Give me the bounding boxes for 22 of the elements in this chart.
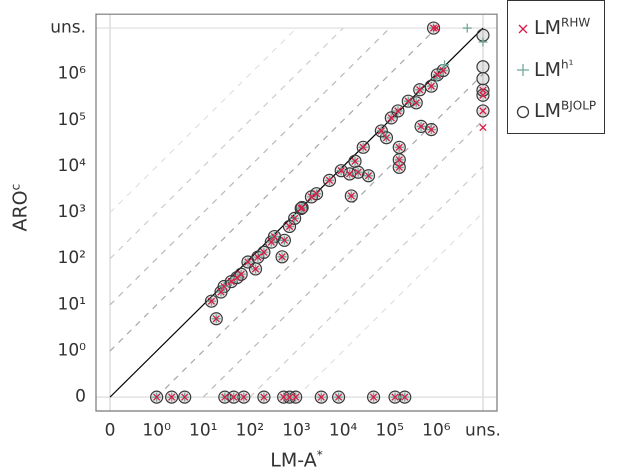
- y-tick-label: uns.: [50, 18, 86, 38]
- x-tick-label: 10⁶: [422, 420, 451, 441]
- y-tick-label: 10¹: [58, 294, 86, 314]
- legend-label: LM$^{BJOLP}$: [534, 98, 596, 122]
- y-tick-label: 10³: [58, 202, 86, 222]
- y-tick-label: 10²: [58, 248, 86, 268]
- x-tick-label: 10³: [282, 420, 311, 441]
- x-tick-label: 10⁰: [142, 420, 172, 441]
- x-tick-label: 10¹: [189, 420, 218, 441]
- x-tick-label: uns.: [465, 420, 501, 441]
- y-tick-label: 10⁰: [58, 340, 86, 360]
- x-tick-label: 10²: [236, 420, 264, 441]
- x-axis-title: LM-A$^{*}$: [269, 448, 324, 472]
- x-tick-label: 10⁵: [376, 420, 404, 441]
- y-tick-label: 10⁶: [58, 64, 86, 84]
- y-tick-label: 10⁴: [58, 156, 86, 176]
- legend-label: LM$^{h¹}$: [534, 57, 574, 81]
- x-tick-label: 0: [104, 420, 116, 441]
- legend-label: LM$^{RHW}$: [534, 16, 590, 40]
- y-tick-label: 10⁵: [58, 110, 86, 130]
- x-tick-label: 10⁴: [328, 420, 358, 441]
- y-tick-label: 0: [75, 386, 86, 407]
